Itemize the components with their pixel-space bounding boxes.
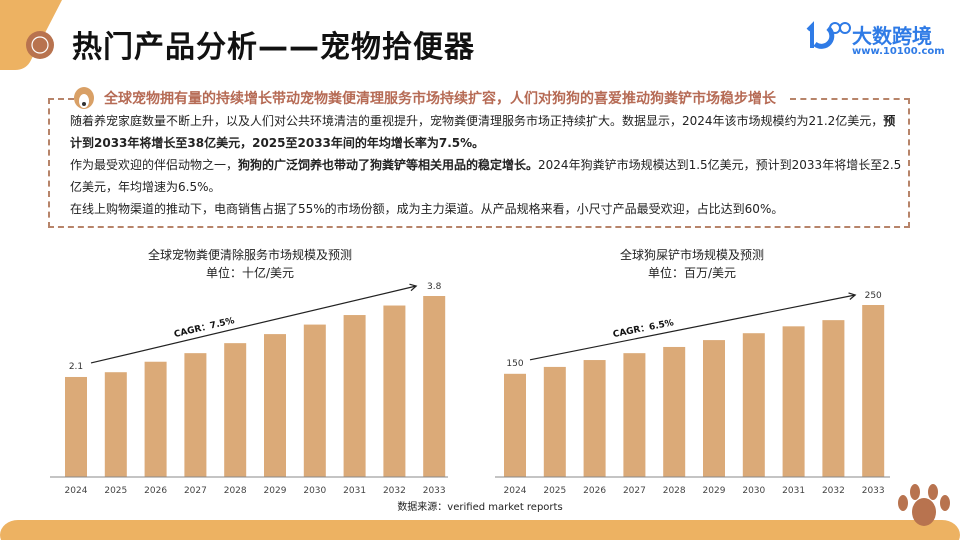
x-tick-label: 2028 [224, 486, 247, 496]
x-tick-label: 2029 [264, 486, 287, 496]
text: 2024年狗粪铲市场规模达到1.5亿美元，预计到2033年将增长至2.5亿美元，… [70, 158, 902, 194]
logo-name: 大数跨境 [852, 24, 932, 48]
arrow-head-icon [848, 292, 857, 300]
x-tick-label: 2024 [504, 486, 527, 496]
chart2-bar-2028 [663, 346, 686, 477]
chart1-bar-2031 [343, 315, 366, 477]
page-title: 热门产品分析——宠物拾便器 [72, 30, 475, 65]
text: 作为最受欢迎的伴侣动物之一， [70, 158, 239, 172]
x-tick-label: 2033 [862, 486, 885, 496]
trend-arrow [529, 294, 856, 361]
x-tick-label: 2024 [65, 486, 88, 496]
chart1-title: 全球宠物粪便清除服务市场规模及预测 单位：十亿/美元 [100, 246, 400, 282]
x-tick-label: 2028 [663, 486, 686, 496]
x-tick-label: 2025 [104, 486, 127, 496]
trend-arrow [90, 285, 417, 364]
logo-url: www.10100.com [852, 46, 945, 57]
chart2-bar-2032 [822, 320, 845, 477]
text-bold: 预计到2033年将增长至38亿美元，2025至2033年间的年均增长率为7.5%… [70, 114, 896, 150]
x-tick-label: 2029 [703, 486, 726, 496]
paragraph-1: 随着养宠家庭数量不断上升，以及人们对公共环境清洁的重视提升，宠物粪便清理服务市场… [70, 110, 905, 154]
chart1-bar-2029 [264, 334, 286, 477]
arrow-head-icon [409, 283, 418, 292]
chart2-bar-2031 [782, 326, 805, 477]
text: 随着养宠家庭数量不断上升，以及人们对公共环境清洁的重视提升，宠物粪便清理服务市场… [70, 114, 884, 128]
text-bold: 狗狗的广泛饲养也带动了狗粪铲等相关用品的稳定增长。 [238, 158, 539, 172]
divider [790, 98, 910, 100]
data-label: 150 [506, 359, 523, 369]
data-source: 数据来源：verified market reports [397, 502, 563, 513]
chart2-bar-2026 [583, 360, 606, 477]
x-tick-label: 2030 [742, 486, 765, 496]
summary-box [48, 98, 910, 228]
chart2-bar-2025 [543, 366, 566, 477]
paw-icon [898, 484, 950, 526]
chart2-title: 全球狗屎铲市场规模及预测 单位：百万/美元 [542, 246, 842, 282]
x-tick-label: 2031 [782, 486, 805, 496]
chart2-bar-2027 [623, 353, 646, 477]
chart-unit: 单位：十亿/美元 [205, 266, 295, 280]
logo-mark-icon [806, 21, 851, 49]
chart1-bar-2030 [303, 324, 326, 477]
x-tick-label: 2030 [303, 486, 326, 496]
chart2-bar-2024 [504, 373, 526, 477]
chart1-bar-2027 [184, 353, 207, 477]
x-tick-label: 2025 [543, 486, 566, 496]
chart-title: 全球狗屎铲市场规模及预测 [619, 248, 764, 262]
footer-bar [0, 520, 960, 540]
chart1-bar-2026 [144, 361, 167, 477]
paragraph-2: 作为最受欢迎的伴侣动物之一，狗狗的广泛饲养也带动了狗粪铲等相关用品的稳定增长。2… [70, 154, 905, 198]
chart1-bar-2024 [65, 376, 87, 477]
title-bullet-icon [26, 31, 54, 59]
x-tick-label: 2027 [184, 486, 207, 496]
chart-unit: 单位：百万/美元 [647, 266, 737, 280]
chart1-bar-2032 [383, 305, 406, 477]
divider [48, 98, 74, 100]
x-tick-label: 2026 [144, 486, 167, 496]
x-tick-label: 2027 [623, 486, 646, 496]
chart2-bar-2030 [742, 333, 765, 477]
chart1-bar-2033 [423, 296, 446, 477]
x-tick-label: 2033 [423, 486, 446, 496]
chart-title: 全球宠物粪便清除服务市场规模及预测 [147, 248, 352, 262]
x-tick-label: 2032 [383, 486, 406, 496]
chart1-bar-2025 [104, 372, 127, 477]
summary-headline: 全球宠物拥有量的持续增长带动宠物粪便清理服务市场持续扩容，人们对狗狗的喜爱推动狗… [100, 88, 780, 108]
x-tick-label: 2031 [343, 486, 366, 496]
data-label: 250 [865, 291, 882, 301]
x-tick-label: 2032 [822, 486, 845, 496]
data-label: 3.8 [427, 282, 442, 292]
chart2-bar-2029 [703, 340, 725, 477]
dog-icon [74, 87, 94, 109]
data-label: 2.1 [69, 362, 83, 372]
chart2-bar-2033 [862, 305, 885, 477]
paragraph-3: 在线上购物渠道的推动下，电商销售占据了55%的市场份额，成为主力渠道。从产品规格… [70, 202, 784, 216]
chart1-bar-2028 [224, 343, 247, 477]
x-tick-label: 2026 [583, 486, 606, 496]
